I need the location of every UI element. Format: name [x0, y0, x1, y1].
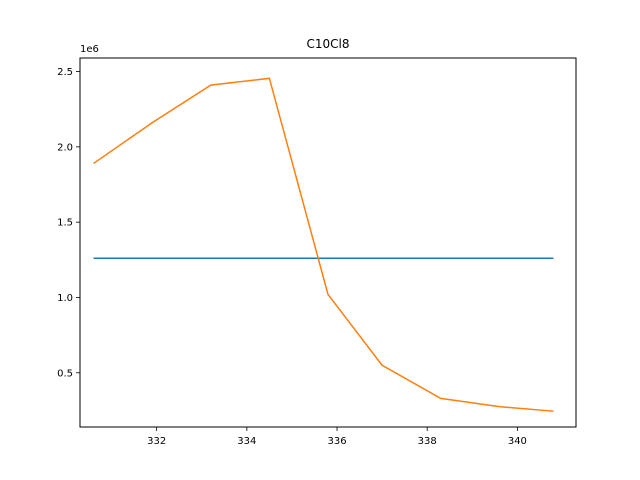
y-axis-ticks: 0.5 1.0 1.5 2.0 2.5: [57, 67, 80, 379]
series-layer: [93, 77, 554, 412]
series-line-1: [93, 77, 554, 412]
chart-title: C10Cl8: [307, 37, 350, 51]
plot-frame: [79, 57, 577, 428]
y-axis-multiplier: 1e6: [80, 44, 99, 55]
y-tick-label: 2.0: [57, 142, 73, 153]
x-tick-label: 334: [237, 436, 256, 447]
x-tick-label: 340: [508, 436, 527, 447]
y-tick-label: 0.5: [57, 368, 73, 379]
y-tick-label: 1.5: [57, 218, 73, 229]
x-tick-label: 336: [327, 436, 346, 447]
x-tick-label: 338: [418, 436, 437, 447]
y-tick-label: 1.0: [57, 293, 73, 304]
x-tick-label: 332: [147, 436, 166, 447]
x-axis-ticks: 332 334 336 338 340: [147, 427, 527, 447]
y-tick-label: 2.5: [57, 67, 73, 78]
